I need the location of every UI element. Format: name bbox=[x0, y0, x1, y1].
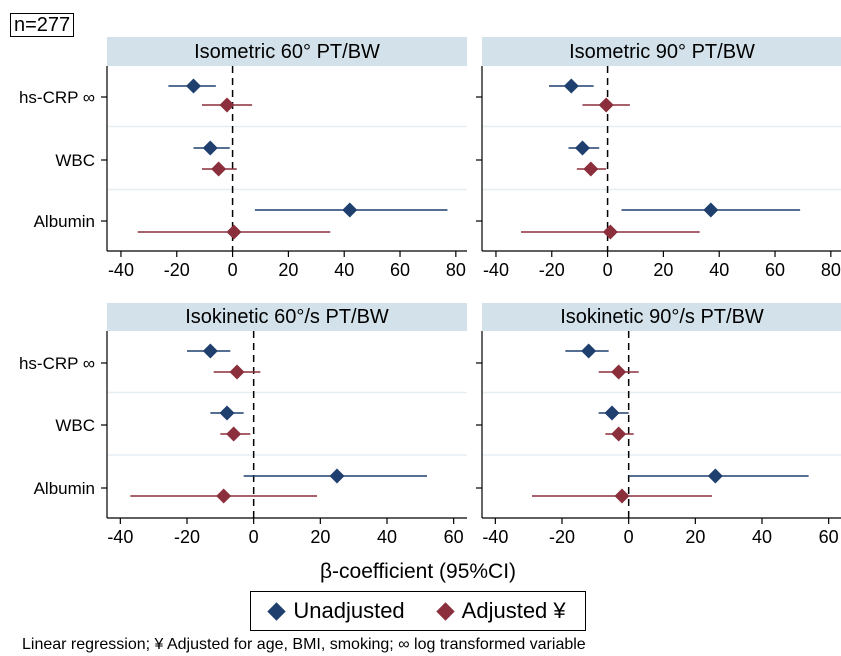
x-tick-label: -20 bbox=[549, 527, 575, 547]
adjusted-point bbox=[216, 488, 232, 504]
unadjusted-point bbox=[202, 343, 218, 359]
legend-item-adjusted: Adjusted ¥ bbox=[435, 598, 566, 624]
x-tick-label: 20 bbox=[685, 527, 705, 547]
x-tick-label: -40 bbox=[107, 527, 133, 547]
y-category-label: WBC bbox=[55, 416, 95, 435]
x-tick-label: 60 bbox=[444, 527, 464, 547]
panel-header bbox=[107, 303, 467, 331]
x-tick-label: -40 bbox=[108, 260, 134, 280]
x-tick-label: 0 bbox=[228, 260, 238, 280]
y-category-label: WBC bbox=[55, 151, 95, 170]
unadjusted-point bbox=[186, 78, 202, 94]
x-tick-label: 40 bbox=[752, 527, 772, 547]
adjusted-point bbox=[226, 426, 242, 442]
x-tick-label: 20 bbox=[278, 260, 298, 280]
panel-title: Isometric 90° PT/BW bbox=[569, 41, 755, 63]
x-tick-label: 20 bbox=[653, 260, 673, 280]
x-tick-label: -20 bbox=[174, 527, 200, 547]
unadjusted-point bbox=[342, 202, 358, 218]
adjusted-point bbox=[583, 161, 599, 177]
x-tick-label: 0 bbox=[624, 527, 634, 547]
unadjusted-point bbox=[329, 468, 345, 484]
panel-header bbox=[107, 37, 467, 66]
panel-4: Isokinetic 90°/s PT/BW -40 -20 0 20 40 60 bbox=[476, 303, 841, 547]
panel-3: Isokinetic 60°/s PT/BW -40 -20 0 20 40 60 hs-CR… bbox=[19, 303, 467, 547]
x-tick-label: -20 bbox=[164, 260, 190, 280]
unadjusted-point bbox=[202, 140, 218, 156]
adjusted-point bbox=[614, 488, 630, 504]
x-axis-title: β-coefficient (95%CI) bbox=[320, 560, 516, 583]
y-category-label: Albumin bbox=[34, 479, 95, 498]
unadjusted-point bbox=[574, 140, 590, 156]
unadjusted-point bbox=[563, 78, 579, 94]
panel-1: Isometric 60° PT/BW -40 -20 0 20 40 60 80 hs-CRP… bbox=[19, 37, 467, 280]
x-tick-label: -40 bbox=[482, 527, 508, 547]
legend-label-unadjusted: Unadjusted bbox=[293, 598, 405, 623]
adjusted-point bbox=[211, 161, 227, 177]
unadjusted-point bbox=[703, 202, 719, 218]
x-tick-label: 60 bbox=[390, 260, 410, 280]
adjusted-point bbox=[229, 364, 245, 380]
unadjusted-diamond-icon bbox=[267, 601, 287, 621]
panel-title: Isokinetic 60°/s PT/BW bbox=[185, 306, 389, 328]
x-tick-label: 80 bbox=[446, 260, 466, 280]
y-category-label: hs-CRP ∞ bbox=[19, 354, 95, 373]
unadjusted-point bbox=[219, 405, 235, 421]
unadjusted-point bbox=[604, 405, 620, 421]
unadjusted-point bbox=[707, 468, 723, 484]
x-tick-label: 40 bbox=[377, 527, 397, 547]
footnote: Linear regression; ¥ Adjusted for age, B… bbox=[22, 636, 586, 653]
panel-header bbox=[482, 37, 841, 66]
x-tick-label: -40 bbox=[483, 260, 509, 280]
adjusted-point bbox=[602, 224, 618, 240]
adjusted-diamond-icon bbox=[435, 601, 455, 621]
x-tick-label: 60 bbox=[765, 260, 785, 280]
legend: Unadjusted Adjusted ¥ bbox=[250, 591, 586, 631]
x-tick-label: 60 bbox=[819, 527, 839, 547]
x-tick-label: 0 bbox=[249, 527, 259, 547]
panel-title: Isokinetic 90°/s PT/BW bbox=[560, 306, 764, 328]
adjusted-point bbox=[611, 364, 627, 380]
sample-size-label: n=277 bbox=[10, 13, 75, 37]
x-tick-label: 0 bbox=[603, 260, 613, 280]
unadjusted-point bbox=[581, 343, 597, 359]
panel-header bbox=[482, 303, 841, 331]
x-tick-label: 20 bbox=[310, 527, 330, 547]
panel-title: Isometric 60° PT/BW bbox=[194, 41, 380, 63]
x-tick-label: 40 bbox=[709, 260, 729, 280]
legend-item-unadjusted: Unadjusted bbox=[267, 598, 405, 624]
x-tick-label: 80 bbox=[821, 260, 841, 280]
x-tick-label: 40 bbox=[334, 260, 354, 280]
adjusted-point bbox=[598, 97, 614, 113]
x-tick-label: -20 bbox=[539, 260, 565, 280]
legend-label-adjusted: Adjusted ¥ bbox=[461, 598, 566, 623]
adjusted-point bbox=[219, 97, 235, 113]
adjusted-point bbox=[226, 224, 242, 240]
adjusted-point bbox=[611, 426, 627, 442]
panel-2: Isometric 90° PT/BW -40 -20 0 20 40 60 80 bbox=[476, 37, 841, 280]
y-category-label: hs-CRP ∞ bbox=[19, 88, 95, 107]
y-category-label: Albumin bbox=[34, 212, 95, 231]
